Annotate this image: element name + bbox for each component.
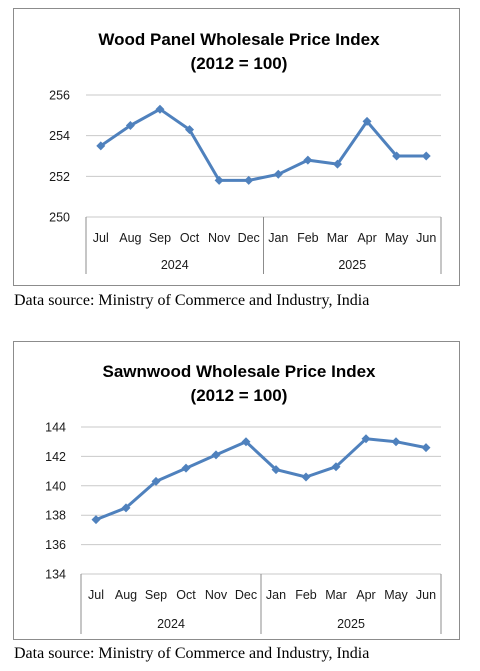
x-tick-label: Jun bbox=[416, 588, 436, 602]
data-point bbox=[211, 450, 221, 460]
data-point bbox=[181, 463, 191, 473]
y-tick-label: 142 bbox=[45, 450, 66, 464]
x-tick-label: Mar bbox=[325, 588, 347, 602]
data-point bbox=[421, 443, 431, 453]
y-tick-label: 252 bbox=[49, 170, 70, 184]
x-tick-label: Feb bbox=[295, 588, 317, 602]
y-tick-label: 250 bbox=[49, 211, 70, 225]
chart-subtitle: (2012 = 100) bbox=[191, 54, 288, 73]
y-tick-label: 144 bbox=[45, 421, 66, 435]
data-point bbox=[241, 437, 251, 447]
x-tick-label: Jun bbox=[416, 231, 436, 245]
data-point bbox=[185, 125, 195, 135]
series-line bbox=[94, 437, 428, 522]
x-tick-label: Oct bbox=[180, 231, 200, 245]
x-tick-label: May bbox=[385, 231, 409, 245]
y-tick-label: 140 bbox=[45, 479, 66, 493]
data-point bbox=[392, 151, 402, 161]
data-point bbox=[273, 169, 283, 179]
x-tick-label: Aug bbox=[115, 588, 137, 602]
x-tick-label: Sep bbox=[149, 231, 171, 245]
data-point bbox=[125, 121, 135, 130]
data-point bbox=[155, 104, 165, 114]
data-point bbox=[214, 175, 224, 185]
data-point bbox=[303, 155, 313, 165]
x-tick-label: Dec bbox=[235, 588, 257, 602]
sawnwood-chart: Sawnwood Wholesale Price Index (2012 = 1… bbox=[13, 341, 460, 640]
x-tick-label: Feb bbox=[297, 231, 319, 245]
y-tick-label: 254 bbox=[49, 129, 70, 143]
x-tick-label: Mar bbox=[327, 231, 349, 245]
x-tick-label: Nov bbox=[208, 231, 231, 245]
x-tick-label: Sep bbox=[145, 588, 167, 602]
year-group-label: 2025 bbox=[337, 617, 365, 631]
wood-panel-chart: Wood Panel Wholesale Price Index (2012 =… bbox=[13, 8, 460, 286]
data-point bbox=[96, 141, 106, 151]
x-tick-label: Jul bbox=[88, 588, 104, 602]
y-tick-label: 134 bbox=[45, 568, 66, 582]
data-point bbox=[151, 476, 161, 486]
year-group-label: 2024 bbox=[157, 617, 185, 631]
y-tick-label: 136 bbox=[45, 538, 66, 552]
data-source-note: Data source: Ministry of Commerce and In… bbox=[14, 645, 370, 662]
x-tick-label: Nov bbox=[205, 588, 228, 602]
data-source-note: Data source: Ministry of Commerce and In… bbox=[14, 292, 370, 309]
data-point bbox=[244, 175, 254, 185]
x-tick-label: Apr bbox=[357, 231, 376, 245]
data-point bbox=[331, 462, 341, 472]
x-tick-label: Jan bbox=[268, 231, 288, 245]
year-group-label: 2024 bbox=[161, 258, 189, 272]
chart-title: Sawnwood Wholesale Price Index bbox=[102, 362, 376, 381]
x-tick-label: Jul bbox=[93, 231, 109, 245]
x-tick-label: Oct bbox=[176, 588, 196, 602]
x-tick-label: Dec bbox=[238, 231, 260, 245]
data-point bbox=[421, 151, 431, 161]
data-point bbox=[121, 503, 131, 513]
data-point bbox=[271, 465, 281, 475]
x-tick-label: Apr bbox=[356, 588, 375, 602]
y-tick-label: 138 bbox=[45, 509, 66, 523]
x-tick-label: Aug bbox=[119, 231, 141, 245]
year-group-label: 2025 bbox=[338, 258, 366, 272]
data-point bbox=[91, 515, 101, 525]
chart-subtitle: (2012 = 100) bbox=[191, 386, 288, 405]
data-point bbox=[361, 434, 371, 444]
sawnwood-chart-svg: Sawnwood Wholesale Price Index (2012 = 1… bbox=[45, 362, 442, 634]
data-point bbox=[301, 472, 311, 482]
chart-title: Wood Panel Wholesale Price Index bbox=[98, 30, 380, 49]
data-point bbox=[332, 159, 342, 169]
wood-panel-chart-svg: Wood Panel Wholesale Price Index (2012 =… bbox=[49, 30, 442, 274]
x-tick-label: Jan bbox=[266, 588, 286, 602]
x-tick-label: May bbox=[384, 588, 408, 602]
y-tick-label: 256 bbox=[49, 89, 70, 103]
series-line bbox=[99, 107, 428, 182]
data-point bbox=[391, 437, 401, 447]
data-point bbox=[362, 116, 372, 126]
